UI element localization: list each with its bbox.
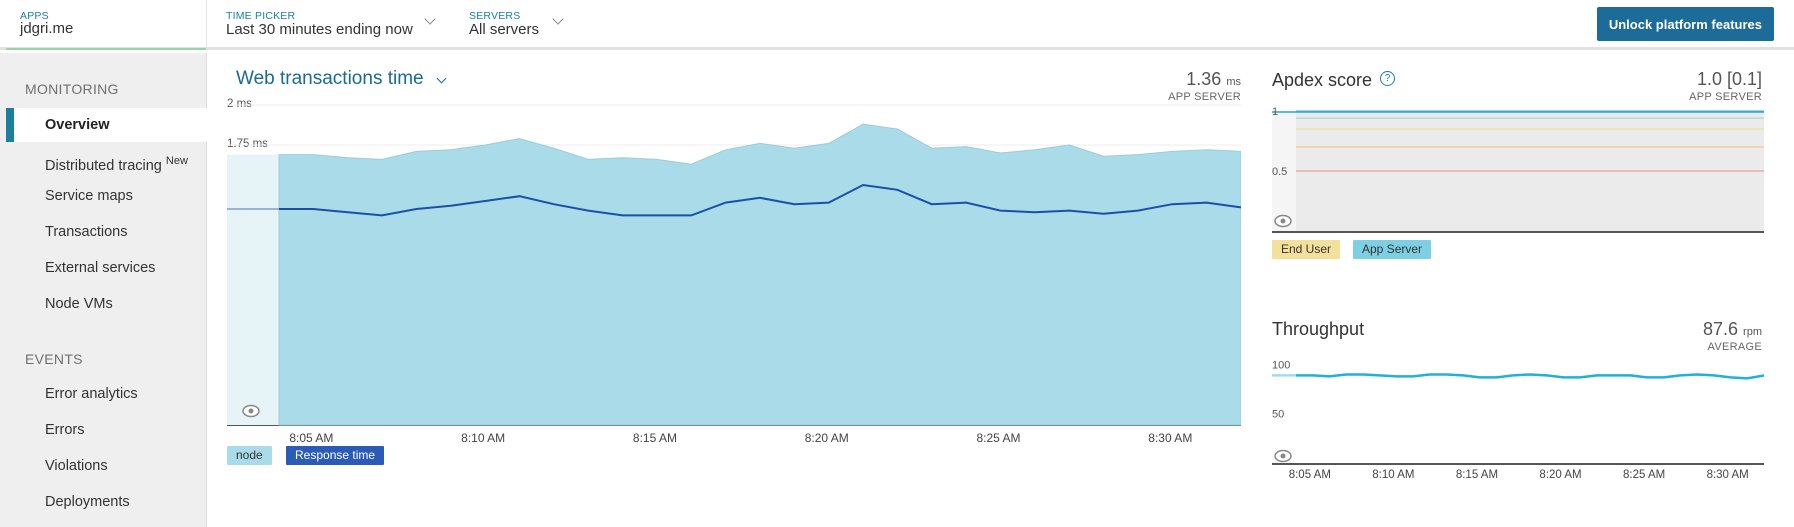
help-icon[interactable]: ? <box>1380 71 1395 86</box>
sidebar-item-label: Transactions <box>45 224 128 240</box>
x-tick-label: 8:05 AM <box>289 431 334 445</box>
x-tick-label: 8:15 AM <box>632 431 677 445</box>
top-bar: APPS jdgri.me TIME PICKER Last 30 minute… <box>0 0 1794 50</box>
x-tick-label: 8:20 AM <box>1539 469 1582 481</box>
sidebar-item-errors[interactable]: Errors <box>6 413 207 447</box>
pre-range-area <box>227 154 279 425</box>
apdex-title: Apdex score <box>1272 70 1373 90</box>
sidebar: MONITORING Overview Distributed tracing … <box>0 53 207 527</box>
sidebar-item-error-analytics[interactable]: Error analytics <box>6 377 207 411</box>
y-tick-label: 1 <box>1272 106 1278 118</box>
y-tick-label: 100 <box>1272 360 1290 372</box>
eye-pupil <box>1280 453 1286 459</box>
servers-picker[interactable]: SERVERS All servers <box>469 10 539 38</box>
sidebar-item-service-maps[interactable]: Service maps <box>6 179 207 213</box>
apdex-chart[interactable]: 10.5 <box>1272 100 1764 234</box>
sidebar-item-label: Node VMs <box>45 296 113 312</box>
y-tick-label: 2 ms <box>227 98 252 110</box>
throughput-title: Throughput <box>1272 319 1365 339</box>
sidebar-item-external-services[interactable]: External services <box>6 251 207 285</box>
web-transactions-title[interactable]: Web transactions time <box>236 68 424 89</box>
servers-value: All servers <box>469 21 540 38</box>
web-transactions-chart[interactable] <box>227 100 1241 426</box>
monitoring-heading: MONITORING <box>25 81 119 97</box>
time-picker-label: TIME PICKER <box>226 10 296 22</box>
sidebar-item-node-vms[interactable]: Node VMs <box>6 287 207 321</box>
time-picker[interactable]: TIME PICKER Last 30 minutes ending now <box>226 10 413 38</box>
series-throughput-line <box>1296 373 1764 380</box>
sidebar-item-label: Deployments <box>45 494 130 510</box>
series-node-area <box>278 123 1241 426</box>
legend-response-time[interactable]: Response time <box>286 446 385 465</box>
sidebar-item-label: Distributed tracing <box>45 157 162 174</box>
throughput-unit: rpm <box>1743 326 1762 338</box>
servers-label: SERVERS <box>469 10 521 22</box>
chevron-down-icon[interactable] <box>552 13 564 25</box>
x-tick-label: 8:25 AM <box>976 431 1021 445</box>
sidebar-item-deployments[interactable]: Deployments <box>6 485 207 519</box>
x-tick-label: 8:10 AM <box>461 431 506 445</box>
unlock-platform-button[interactable]: Unlock platform features <box>1596 7 1774 41</box>
app-name: jdgri.me <box>20 20 74 37</box>
sidebar-item-label: Error analytics <box>45 386 138 402</box>
series-response-time-line <box>279 183 1241 217</box>
throughput-chart[interactable]: 100 50 <box>1272 345 1764 470</box>
sidebar-item-violations[interactable]: Violations <box>6 449 207 483</box>
y-tick-label: 1.75 ms <box>227 138 268 150</box>
x-tick-label: 8:10 AM <box>1372 469 1415 481</box>
throughput-value: 87.6 rpm <box>1703 319 1762 340</box>
main-chart-caption: APP SERVER <box>1168 91 1241 103</box>
legend-node[interactable]: node <box>227 446 272 465</box>
apdex-caption: APP SERVER <box>1689 91 1762 103</box>
x-tick-label: 8:25 AM <box>1623 469 1666 481</box>
main-chart-unit: ms <box>1226 76 1241 88</box>
time-picker-value: Last 30 minutes ending now <box>226 21 413 38</box>
x-tick-label: 8:15 AM <box>1455 469 1499 481</box>
sidebar-item-label: Errors <box>45 422 85 438</box>
main-chart-number: 1.36 <box>1186 69 1222 89</box>
apps-label: APPS <box>20 10 49 22</box>
sidebar-item-label: External services <box>45 260 156 276</box>
x-tick-label: 8:05 AM <box>1288 469 1331 481</box>
legend-end-user[interactable]: End User <box>1272 240 1341 259</box>
y-tick-label: 0.5 <box>1272 166 1287 178</box>
throughput-caption: AVERAGE <box>1707 341 1762 353</box>
sidebar-item-label: Violations <box>45 458 108 474</box>
sidebar-item-transactions[interactable]: Transactions <box>6 215 207 249</box>
sidebar-item-label: Overview <box>45 117 110 133</box>
events-heading: EVENTS <box>25 351 83 367</box>
throughput-number: 87.6 <box>1702 319 1739 339</box>
chevron-down-icon[interactable] <box>436 73 447 84</box>
app-selector[interactable]: APPS jdgri.me <box>6 0 206 50</box>
eye-pupil <box>248 408 254 414</box>
chevron-down-icon[interactable] <box>424 13 436 25</box>
main-chart-value: 1.36 ms <box>1186 69 1241 90</box>
eye-pupil <box>1280 218 1286 224</box>
x-tick-label: 8:30 AM <box>1706 469 1749 481</box>
apdex-pre-range <box>1272 111 1296 231</box>
apdex-value: 1.0 [0.1] <box>1696 69 1762 89</box>
x-tick-label: 8:20 AM <box>804 431 849 445</box>
x-tick-label: 8:30 AM <box>1148 431 1193 445</box>
y-tick-label: 50 <box>1272 408 1284 420</box>
divider <box>206 0 207 50</box>
sidebar-item-distributed-tracing[interactable]: Distributed tracing New <box>6 144 207 178</box>
sidebar-item-label: Service maps <box>45 188 133 204</box>
new-badge: New <box>165 155 188 167</box>
sidebar-item-overview[interactable]: Overview <box>6 108 207 142</box>
legend-app-server[interactable]: App Server <box>1353 240 1432 259</box>
